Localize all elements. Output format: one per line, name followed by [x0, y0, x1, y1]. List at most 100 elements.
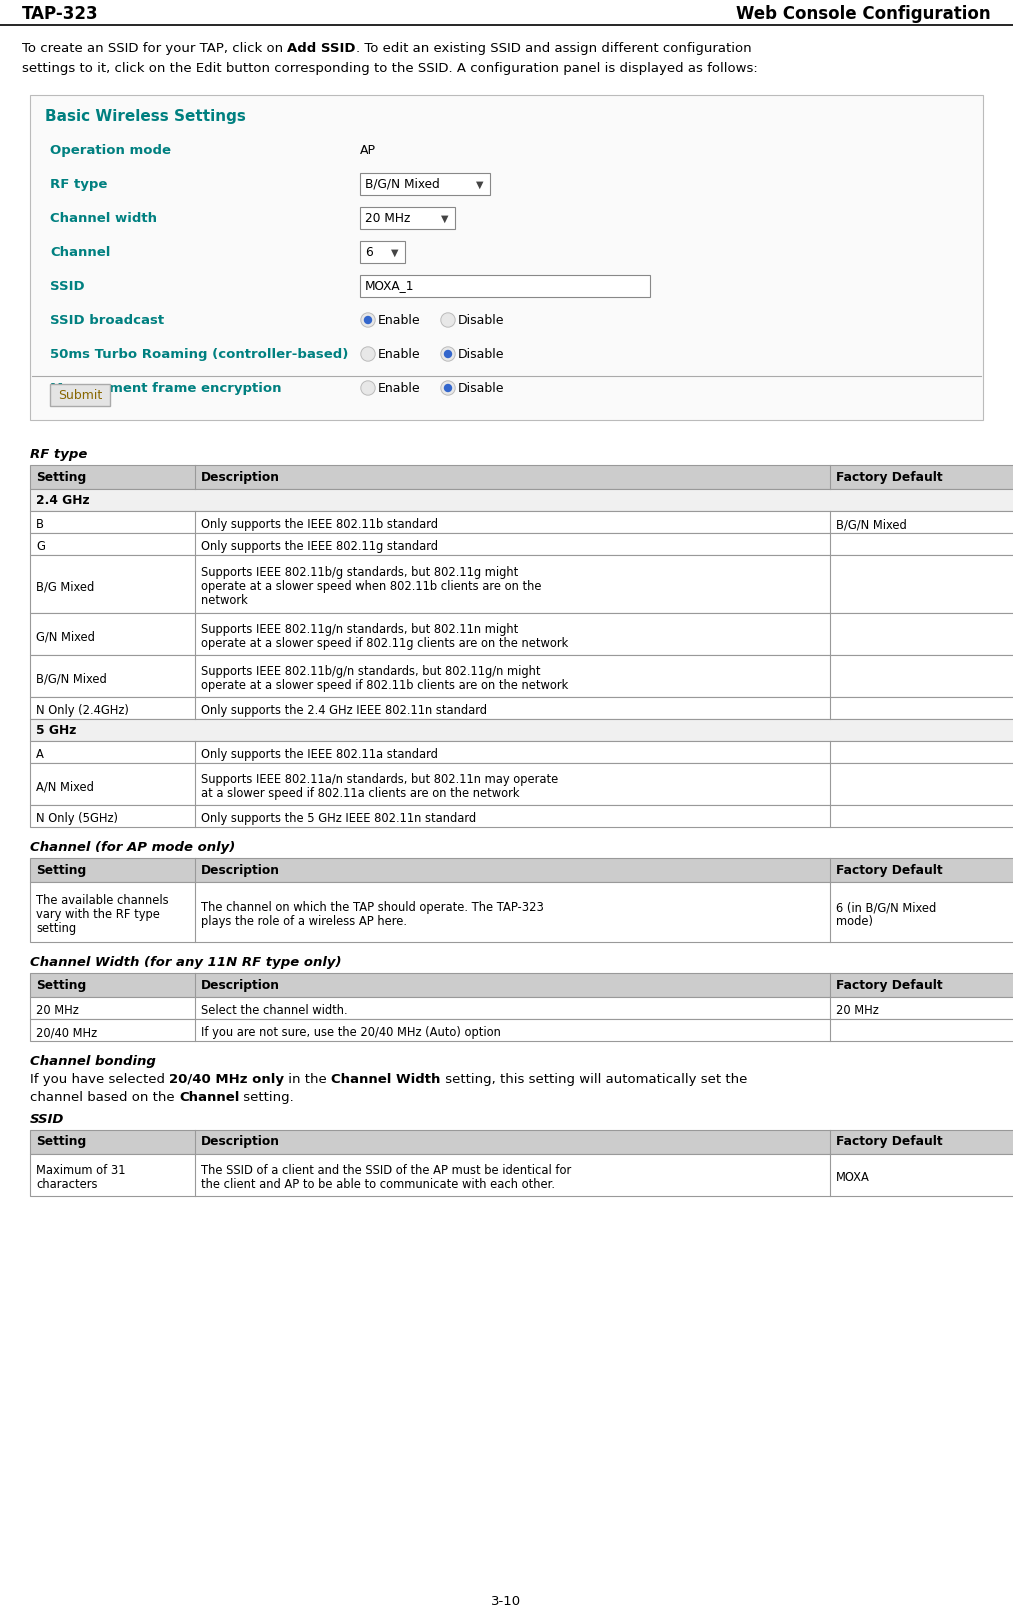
Text: A: A — [36, 748, 44, 760]
Text: Description: Description — [201, 471, 280, 484]
Circle shape — [361, 346, 375, 361]
Bar — [30, 1129, 1013, 1154]
Text: Only supports the 5 GHz IEEE 802.11n standard: Only supports the 5 GHz IEEE 802.11n sta… — [201, 812, 476, 825]
Text: B/G/N Mixed: B/G/N Mixed — [836, 518, 907, 531]
Text: The channel on which the TAP should operate. The TAP-323: The channel on which the TAP should oper… — [201, 901, 544, 914]
Text: 6 (in B/G/N Mixed: 6 (in B/G/N Mixed — [836, 901, 936, 914]
Text: 2.4 GHz: 2.4 GHz — [36, 493, 89, 506]
Bar — [30, 972, 1013, 997]
Text: Disable: Disable — [458, 314, 504, 327]
Text: The available channels: The available channels — [36, 895, 168, 908]
Text: AP: AP — [360, 144, 376, 157]
Bar — [30, 858, 1013, 882]
Text: Web Console Configuration: Web Console Configuration — [736, 5, 991, 23]
Text: vary with the RF type: vary with the RF type — [36, 908, 160, 921]
Text: setting: setting — [36, 922, 76, 935]
Text: Management frame encryption: Management frame encryption — [50, 382, 282, 395]
Text: Setting: Setting — [36, 1136, 86, 1149]
Text: characters: characters — [36, 1178, 97, 1191]
Circle shape — [362, 314, 374, 325]
Text: 6: 6 — [365, 246, 373, 259]
Text: Supports IEEE 802.11b/g standards, but 802.11g might: Supports IEEE 802.11b/g standards, but 8… — [201, 566, 519, 579]
Bar — [30, 997, 1013, 1019]
Bar — [360, 173, 490, 196]
Text: Channel: Channel — [179, 1091, 239, 1103]
Text: Disable: Disable — [458, 348, 504, 361]
Text: ▼: ▼ — [476, 180, 483, 189]
Bar — [30, 741, 1013, 764]
Bar — [360, 241, 405, 264]
Text: G: G — [36, 540, 45, 553]
Text: B/G Mixed: B/G Mixed — [36, 579, 94, 594]
Bar — [30, 464, 1013, 489]
Text: Factory Default: Factory Default — [836, 471, 943, 484]
Text: The SSID of a client and the SSID of the AP must be identical for: The SSID of a client and the SSID of the… — [201, 1163, 571, 1176]
Text: RF type: RF type — [30, 448, 87, 461]
Text: Enable: Enable — [378, 382, 420, 395]
Text: 20 MHz: 20 MHz — [36, 1005, 79, 1018]
Text: Channel Width (for any 11N RF type only): Channel Width (for any 11N RF type only) — [30, 956, 341, 969]
Text: channel based on the: channel based on the — [30, 1091, 179, 1103]
Text: Setting: Setting — [36, 979, 86, 992]
Circle shape — [365, 317, 372, 324]
Text: B: B — [36, 518, 44, 531]
Bar — [30, 697, 1013, 718]
Text: Description: Description — [201, 979, 280, 992]
Circle shape — [442, 382, 454, 395]
Text: Only supports the IEEE 802.11b standard: Only supports the IEEE 802.11b standard — [201, 518, 438, 531]
Text: Disable: Disable — [458, 382, 504, 395]
Text: SSID: SSID — [50, 280, 85, 293]
Text: Setting: Setting — [36, 864, 86, 877]
Circle shape — [442, 348, 454, 359]
Text: settings to it, click on the Edit button corresponding to the SSID. A configurat: settings to it, click on the Edit button… — [22, 61, 758, 74]
Bar — [30, 806, 1013, 827]
Text: TAP-323: TAP-323 — [22, 5, 98, 23]
Text: SSID broadcast: SSID broadcast — [50, 314, 164, 327]
Text: A/N Mixed: A/N Mixed — [36, 780, 94, 793]
Text: B/G/N Mixed: B/G/N Mixed — [36, 671, 106, 684]
Text: ▼: ▼ — [441, 214, 449, 223]
Bar — [30, 764, 1013, 806]
Text: If you have selected: If you have selected — [30, 1073, 169, 1086]
Circle shape — [362, 348, 374, 359]
Text: 3-10: 3-10 — [491, 1595, 521, 1608]
Text: plays the role of a wireless AP here.: plays the role of a wireless AP here. — [201, 916, 407, 929]
Text: at a slower speed if 802.11a clients are on the network: at a slower speed if 802.11a clients are… — [201, 786, 520, 799]
Text: . To edit an existing SSID and assign different configuration: . To edit an existing SSID and assign di… — [356, 42, 752, 55]
Text: 20 MHz: 20 MHz — [836, 1005, 878, 1018]
Text: Description: Description — [201, 1136, 280, 1149]
Text: operate at a slower speed when 802.11b clients are on the: operate at a slower speed when 802.11b c… — [201, 579, 542, 594]
Text: Factory Default: Factory Default — [836, 864, 943, 877]
Bar — [30, 613, 1013, 655]
Text: Channel: Channel — [50, 246, 110, 259]
Text: Only supports the 2.4 GHz IEEE 802.11n standard: Only supports the 2.4 GHz IEEE 802.11n s… — [201, 704, 487, 717]
Bar — [360, 275, 650, 298]
Text: in the: in the — [285, 1073, 331, 1086]
Circle shape — [445, 385, 452, 392]
Text: operate at a slower speed if 802.11g clients are on the network: operate at a slower speed if 802.11g cli… — [201, 637, 568, 650]
Bar — [30, 489, 1013, 511]
Circle shape — [362, 382, 374, 395]
Bar — [30, 532, 1013, 555]
Text: Only supports the IEEE 802.11g standard: Only supports the IEEE 802.11g standard — [201, 540, 438, 553]
Bar — [30, 718, 1013, 741]
Text: Description: Description — [201, 864, 280, 877]
Bar — [30, 1019, 1013, 1040]
Circle shape — [441, 346, 455, 361]
Text: Enable: Enable — [378, 314, 420, 327]
Text: RF type: RF type — [50, 178, 107, 191]
Text: MOXA: MOXA — [836, 1171, 870, 1184]
Text: To create an SSID for your TAP, click on: To create an SSID for your TAP, click on — [22, 42, 288, 55]
Text: Channel width: Channel width — [50, 212, 157, 225]
Bar — [360, 207, 455, 230]
Text: 50ms Turbo Roaming (controller-based): 50ms Turbo Roaming (controller-based) — [50, 348, 348, 361]
Text: Channel bonding: Channel bonding — [30, 1055, 156, 1068]
Text: 20/40 MHz: 20/40 MHz — [36, 1026, 97, 1039]
Text: Enable: Enable — [378, 348, 420, 361]
Text: setting, this setting will automatically set the: setting, this setting will automatically… — [441, 1073, 747, 1086]
Text: setting.: setting. — [239, 1091, 294, 1103]
Text: network: network — [201, 594, 248, 607]
Circle shape — [445, 351, 452, 358]
Circle shape — [441, 312, 455, 327]
Text: SSID: SSID — [30, 1113, 65, 1126]
